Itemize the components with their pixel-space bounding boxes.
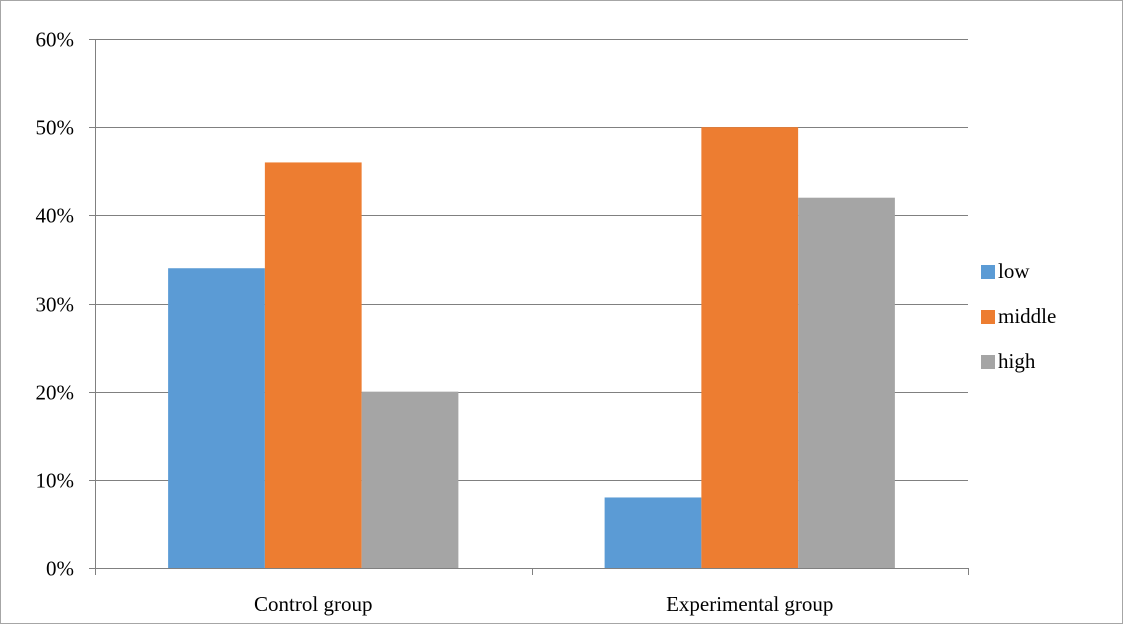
x-tick-labels: Control group Experimental group [254, 592, 833, 616]
legend-swatch-middle [981, 310, 995, 324]
y-tick-label: 20% [36, 381, 75, 405]
bar-middle-1 [701, 127, 799, 569]
y-tick-label: 40% [36, 204, 75, 228]
y-tick-label: 0% [46, 557, 74, 581]
legend-swatch-high [981, 355, 995, 369]
bar-middle-0 [264, 162, 362, 568]
bars [168, 127, 895, 569]
bar-high-0 [361, 391, 459, 568]
bar-low-0 [168, 268, 265, 568]
x-tick-label: Experimental group [666, 592, 833, 616]
legend-label-low: low [998, 259, 1030, 283]
y-tick-label: 60% [36, 28, 75, 52]
bar-low-1 [604, 497, 702, 568]
y-tick-label: 30% [36, 293, 75, 317]
bar-high-1 [798, 197, 895, 568]
axes [89, 39, 969, 575]
y-tick-labels: 0% 10% 20% 30% 40% 50% 60% [36, 28, 75, 581]
legend-swatch-low [981, 265, 995, 279]
x-tick-label: Control group [254, 592, 372, 616]
legend-label-middle: middle [998, 304, 1056, 328]
y-tick-label: 10% [36, 469, 75, 493]
legend-label-high: high [998, 349, 1036, 373]
y-tick-label: 50% [36, 116, 75, 140]
legend: low middle high [981, 259, 1056, 373]
